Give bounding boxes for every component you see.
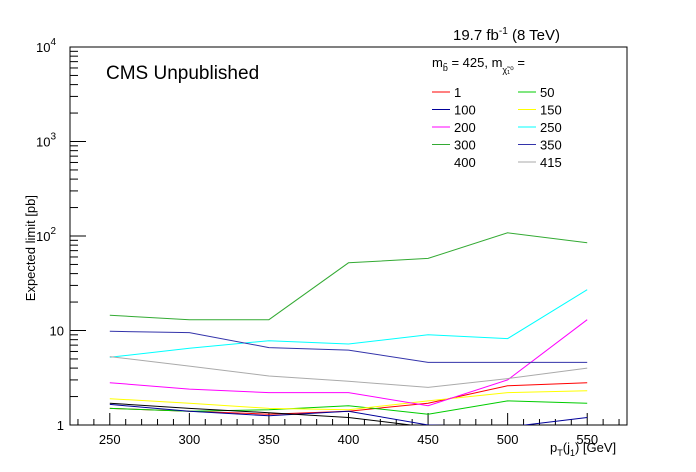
- cms-annotation: CMS Unpublished: [106, 63, 259, 84]
- axis-ticks: 250 300 350 400 450 500 550 1 10 102 103 104: [36, 37, 620, 447]
- x-tick-label: 350: [258, 432, 280, 447]
- legend-entry-150: 150: [540, 103, 562, 118]
- x-tick-label: 250: [99, 432, 121, 447]
- y-tick-label: 102: [36, 226, 56, 244]
- y-tick-label: 1: [57, 418, 64, 433]
- x-tick-label: 500: [497, 432, 519, 447]
- y-tick-label: 104: [36, 37, 56, 55]
- x-tick-label: 400: [338, 432, 360, 447]
- chart-title: 19.7 fb-1 (8 TeV): [453, 26, 560, 44]
- legend-entry-250: 250: [540, 120, 562, 135]
- series-line-400: [109, 402, 415, 425]
- x-tick-label: 450: [417, 432, 439, 447]
- legend-header: mb̃ = 425, mχ̃₁⁰ =: [432, 55, 525, 75]
- series-line-150: [109, 390, 588, 411]
- legend-entry-1: 1: [454, 85, 461, 100]
- series-line-300: [109, 232, 588, 321]
- x-tick-label: 550: [576, 432, 598, 447]
- series-line-250: [109, 289, 588, 358]
- series-line-100: [109, 403, 588, 425]
- series-line-415: [109, 356, 588, 388]
- x-tick-label: 300: [179, 432, 201, 447]
- series-line-200: [109, 319, 588, 407]
- x-axis-title: pT(j1) [GeV]: [550, 440, 616, 458]
- series-lines: [109, 232, 588, 425]
- legend-entry-350: 350: [540, 138, 562, 153]
- legend-entry-300: 300: [454, 138, 476, 153]
- y-axis-title: Expected limit [pb]: [23, 195, 38, 301]
- legend-entry-200: 200: [454, 120, 476, 135]
- legend-entry-400: 400: [454, 155, 476, 170]
- series-line-350: [109, 330, 588, 363]
- y-tick-label: 10: [50, 324, 64, 339]
- legend-entry-50: 50: [540, 85, 554, 100]
- legend-entry-415: 415: [540, 155, 562, 170]
- legend-entry-100: 100: [454, 103, 476, 118]
- y-tick-label: 103: [36, 132, 56, 150]
